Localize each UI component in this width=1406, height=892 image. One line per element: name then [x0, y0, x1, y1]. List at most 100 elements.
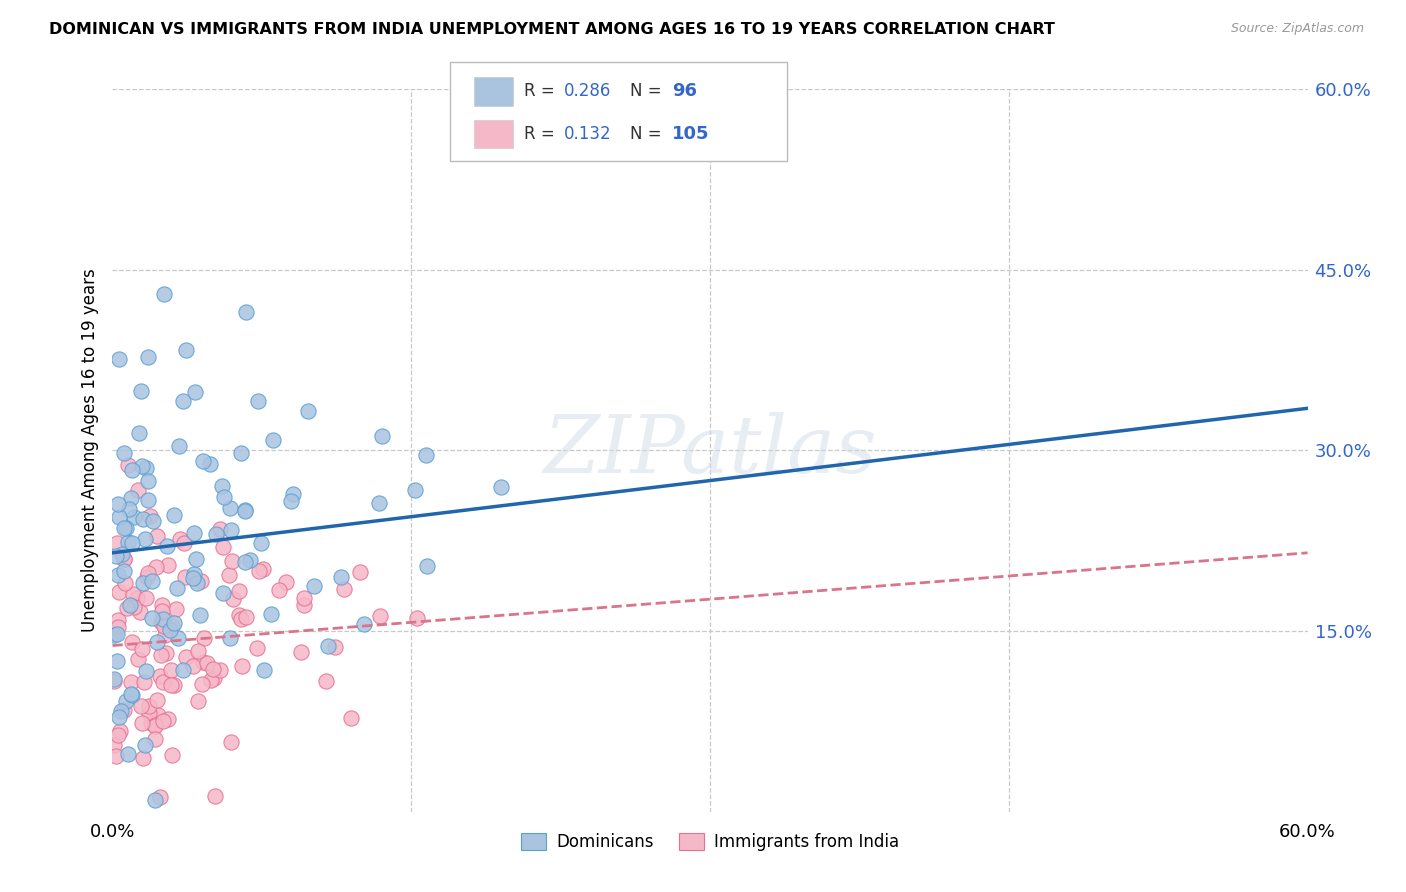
Point: [204, 789, 226, 804]
Point: [330, 570, 353, 584]
Point: [132, 674, 155, 689]
Point: [239, 553, 262, 567]
Point: [233, 555, 256, 569]
Point: [153, 287, 176, 301]
Point: [129, 699, 152, 714]
Point: [155, 646, 177, 660]
Point: [160, 678, 183, 692]
Point: [112, 446, 135, 460]
Point: [141, 610, 163, 624]
Point: [181, 571, 204, 585]
Point: [235, 305, 257, 319]
Point: [188, 608, 211, 623]
Point: [212, 540, 235, 554]
Point: [150, 648, 173, 662]
Point: [197, 656, 219, 670]
Point: [181, 658, 204, 673]
Point: [267, 583, 290, 598]
Point: [163, 678, 186, 692]
Point: [115, 694, 138, 708]
Point: [138, 699, 160, 714]
Point: [132, 575, 155, 590]
Point: [111, 548, 134, 562]
Point: [229, 611, 252, 625]
Point: [172, 663, 194, 677]
Point: [193, 454, 215, 468]
Text: 0.132: 0.132: [564, 125, 612, 143]
Point: [187, 694, 209, 708]
Point: [253, 663, 276, 677]
Point: [276, 574, 298, 589]
Point: [222, 591, 245, 606]
Point: [218, 501, 240, 516]
Point: [259, 607, 281, 621]
Point: [405, 611, 427, 625]
Point: [112, 552, 135, 566]
Point: [160, 663, 183, 677]
Point: [209, 522, 232, 536]
Point: [316, 640, 339, 654]
Point: [152, 714, 174, 729]
Point: [191, 655, 214, 669]
Point: [107, 351, 129, 366]
Point: [107, 567, 129, 582]
Point: [121, 688, 143, 702]
Point: [349, 565, 371, 579]
Point: [110, 704, 132, 718]
Point: [131, 716, 153, 731]
Point: [209, 663, 232, 677]
Point: [292, 599, 315, 613]
Point: [128, 425, 150, 440]
Point: [117, 747, 139, 762]
Point: [127, 652, 149, 666]
Point: [136, 570, 159, 584]
Point: [304, 579, 326, 593]
Text: DOMINICAN VS IMMIGRANTS FROM INDIA UNEMPLOYMENT AMONG AGES 16 TO 19 YEARS CORREL: DOMINICAN VS IMMIGRANTS FROM INDIA UNEMP…: [49, 22, 1054, 37]
Point: [247, 564, 270, 578]
Point: [108, 509, 131, 524]
Point: [228, 607, 250, 622]
Point: [174, 570, 197, 584]
Point: [371, 429, 394, 443]
Point: [143, 732, 166, 747]
Point: [149, 615, 172, 629]
Point: [218, 568, 240, 582]
Point: [211, 479, 233, 493]
Point: [131, 642, 153, 657]
Point: [160, 619, 183, 633]
Legend: Dominicans, Immigrants from India: Dominicans, Immigrants from India: [515, 826, 905, 857]
Point: [152, 675, 174, 690]
Point: [167, 631, 190, 645]
Point: [183, 566, 205, 581]
Point: [415, 559, 437, 574]
Point: [214, 490, 236, 504]
Point: [281, 487, 304, 501]
Point: [165, 602, 187, 616]
Point: [153, 618, 176, 632]
Point: [104, 549, 127, 563]
Point: [107, 497, 129, 511]
Point: [136, 566, 159, 581]
Point: [138, 706, 160, 721]
Text: R =: R =: [524, 125, 561, 143]
Point: [204, 527, 226, 541]
Point: [404, 483, 426, 497]
Point: [108, 723, 131, 738]
Point: [138, 351, 160, 365]
Point: [368, 609, 391, 624]
Point: [122, 587, 145, 601]
Point: [167, 439, 190, 453]
Text: 96: 96: [672, 82, 697, 101]
Point: [107, 585, 129, 599]
Point: [252, 562, 274, 576]
Point: [231, 659, 253, 673]
Point: [112, 703, 135, 717]
Point: [114, 576, 136, 591]
Point: [146, 693, 169, 707]
Point: [368, 496, 391, 510]
Point: [332, 582, 354, 597]
Point: [325, 640, 347, 654]
Point: [127, 483, 149, 498]
Point: [149, 789, 172, 804]
Point: [221, 554, 243, 568]
